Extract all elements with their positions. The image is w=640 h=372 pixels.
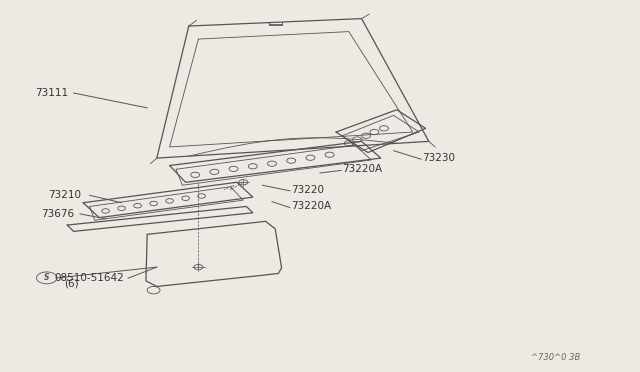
Text: 73220A: 73220A	[342, 164, 383, 174]
Text: 73111: 73111	[35, 88, 68, 98]
Text: 73210: 73210	[48, 190, 81, 200]
Text: 73220: 73220	[291, 185, 324, 195]
Text: 08510-51642: 08510-51642	[54, 273, 124, 283]
Text: 73676: 73676	[42, 209, 75, 219]
Text: S: S	[44, 273, 49, 282]
Text: 73230: 73230	[422, 153, 456, 163]
Text: 73220A: 73220A	[291, 202, 332, 211]
Text: (6): (6)	[64, 279, 79, 288]
Text: ^730^0 3B: ^730^0 3B	[531, 353, 580, 362]
